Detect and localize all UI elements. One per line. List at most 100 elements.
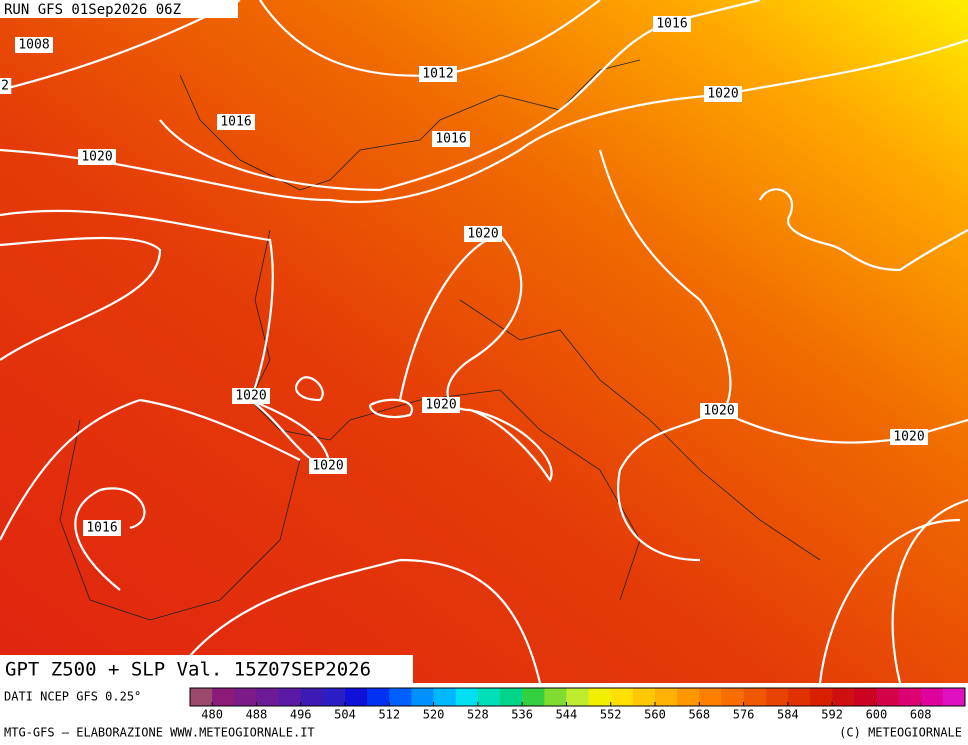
colorbar-tick-label: 504 [334,708,356,722]
colorbar-swatch [655,688,678,706]
isobar-label: 1020 [703,404,734,419]
colorbar-swatch [610,688,634,706]
isobar-label-box [0,78,12,94]
isobar-label-box [309,458,347,474]
colorbar-tick-label: 528 [467,708,489,722]
colorbar-swatch [433,688,457,706]
colorbar-swatch [854,688,877,706]
colorbar-swatch [876,688,899,706]
header-box [0,0,238,18]
isobar-label-box [890,429,928,445]
isobar-label-box [704,86,742,102]
colorbar-tick-label: 592 [821,708,843,722]
isobar-label: 1016 [220,115,251,130]
isobar-label: 1016 [435,132,466,147]
colorbar-swatch [500,688,523,706]
colorbar-swatch [455,688,479,706]
colorbar-tick-label: 568 [688,708,710,722]
isobar-label-box [232,388,270,404]
colorbar-swatch [300,688,324,706]
colorbar-swatch [765,688,789,706]
colorbar-swatch [234,688,257,706]
colorbar-swatch [411,688,434,706]
colorbar-swatch [810,688,833,706]
colorbar-swatch [632,688,656,706]
colorbar-swatch [322,688,346,706]
colorbar-swatch [367,688,390,706]
colorbar-tick-label: 496 [290,708,312,722]
isobar-label: 1020 [312,459,343,474]
isobar-label-box [419,66,457,82]
colorbar-tick-label: 560 [644,708,666,722]
colorbar-swatch [898,688,922,706]
colorbar-swatch [190,688,213,706]
colorbar: 480 488 496 504 512 520 528 536 544 552 560 568 576 5… [189,687,966,722]
isobar [0,236,968,591]
colorbar-swatch [920,688,944,706]
footer-left: MTG-GFS — ELABORAZIONE WWW.METEOGIORNALE… [4,726,315,740]
footer-right: (C) METEOGIORNALE [839,726,962,740]
colorbar-tick-label: 552 [600,708,622,722]
isobar-label-box [464,226,502,242]
isobar-label: 1016 [86,521,117,536]
title-box [0,655,413,683]
isobar-label: 1020 [235,389,266,404]
colorbar-swatch [345,688,368,706]
colorbar-swatch [787,688,811,706]
colorbar-tick-label: 544 [556,708,578,722]
isobar-label: 1020 [467,227,498,242]
isobar-label-box [83,520,121,536]
colorbar-tick-label: 576 [733,708,755,722]
colorbar-swatch [566,688,589,706]
isobar [0,38,968,204]
colorbar-swatch [677,688,700,706]
colorbar-swatch [832,688,855,706]
isobar-label: 1012 [422,67,453,82]
isobar-label-box [700,403,738,419]
colorbar-swatch [721,688,744,706]
colorbar-swatch [389,688,412,706]
colorbar-tick-label: 512 [378,708,400,722]
colorbar-swatch [942,688,966,706]
colorbar-frame [189,687,966,707]
colorbar-swatch [522,688,545,706]
colorbar-swatch [588,688,612,706]
colorbar-tick-label: 480 [201,708,223,722]
colorbar-swatch [743,688,767,706]
colorbar-tick-label: 488 [246,708,268,722]
isobar-label: 1020 [425,398,456,413]
map-title: GPT Z500 + SLP Val. 15Z07SEP2026 [5,659,371,681]
isobar-label-box [422,397,460,413]
field [0,0,968,683]
isobar-label: 1020 [893,430,924,445]
isobar [0,398,968,684]
colorbar-swatch [699,688,722,706]
isobar-label: 2 [1,79,9,94]
isobar-label-box [15,37,53,53]
map [0,0,968,684]
colorbar-tick-label: 600 [866,708,888,722]
isobar-label: 1020 [707,87,738,102]
coastline [59,59,821,621]
run-header: RUN GFS 01Sep2026 06Z [4,2,181,18]
source: DATI NCEP GFS 0.25° [4,690,141,704]
colorbar-tick-label: 584 [777,708,799,722]
isobar-label: 1008 [18,38,49,53]
colorbar-swatch [278,688,302,706]
colorbar-tick-label: 536 [511,708,533,722]
isobar-label-box [217,114,255,130]
isobar-label: 1020 [81,150,112,165]
isobar-label-box [653,16,691,32]
colorbar-tick-label: 520 [423,708,445,722]
colorbar-swatch [256,688,279,706]
isobar-label: 1016 [656,17,687,32]
isobar [759,188,968,272]
isobar-labels: 1008 2 1016 1012 1020 1016 1016 1020 1020 1020 102… [0,16,928,536]
colorbar-swatch [477,688,501,706]
isobar-label-box [432,131,470,147]
isobar-label-box [78,149,116,165]
colorbar-swatch [212,688,235,706]
colorbar-tick-label: 608 [910,708,932,722]
colorbar-swatch [544,688,567,706]
